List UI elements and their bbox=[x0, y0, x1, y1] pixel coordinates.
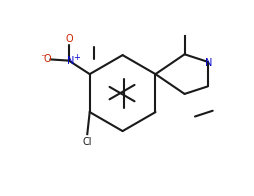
Text: +: + bbox=[73, 53, 80, 62]
Text: N: N bbox=[204, 58, 212, 68]
Text: Cl: Cl bbox=[82, 137, 91, 147]
Text: N: N bbox=[67, 56, 74, 66]
Text: O: O bbox=[65, 34, 72, 44]
Text: O: O bbox=[44, 54, 51, 64]
Text: ⁻: ⁻ bbox=[41, 53, 46, 63]
